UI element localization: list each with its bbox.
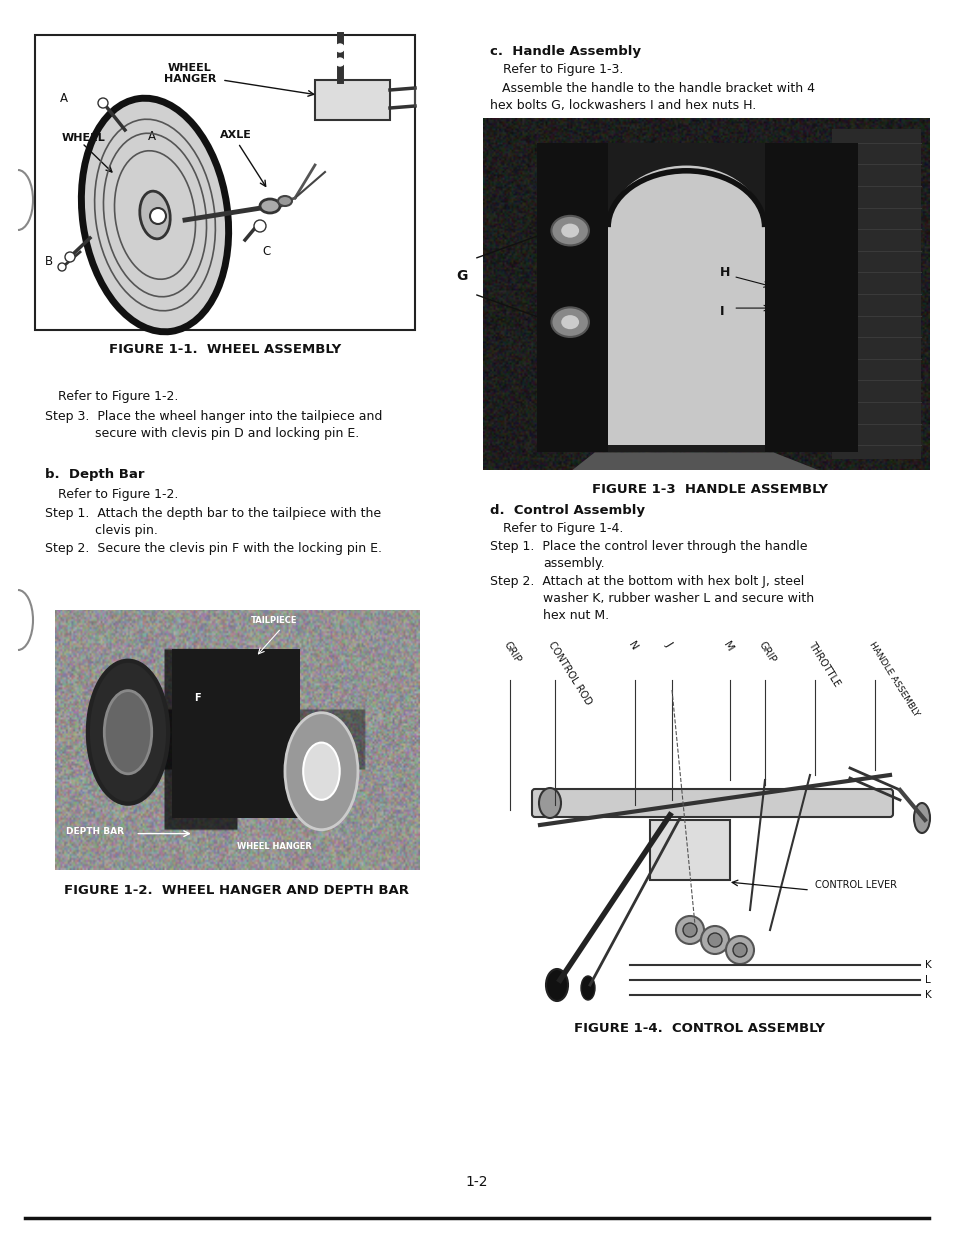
Circle shape [560, 315, 578, 329]
Text: J: J [663, 640, 673, 648]
Text: d.  Control Assembly: d. Control Assembly [490, 503, 644, 517]
Circle shape [335, 59, 344, 66]
Text: N: N [626, 640, 639, 653]
Circle shape [700, 926, 728, 954]
Text: Refer to Figure 1-4.: Refer to Figure 1-4. [502, 522, 622, 535]
Circle shape [253, 221, 266, 232]
Text: Refer to Figure 1-2.: Refer to Figure 1-2. [58, 390, 178, 402]
Circle shape [682, 923, 697, 937]
Text: TAILPIECE: TAILPIECE [251, 616, 297, 625]
Text: Step 3.  Place the wheel hanger into the tailpiece and: Step 3. Place the wheel hanger into the … [45, 410, 382, 422]
Text: DEPTH BAR: DEPTH BAR [66, 826, 124, 836]
Text: C: C [262, 245, 270, 258]
Text: K: K [924, 991, 931, 1001]
Circle shape [65, 252, 75, 262]
Text: GRIP: GRIP [501, 640, 522, 665]
Ellipse shape [303, 743, 339, 800]
Text: I: I [720, 305, 723, 318]
Bar [537, 142, 858, 452]
Text: AXLE: AXLE [220, 130, 252, 140]
Bar [172, 649, 299, 819]
Text: c.  Handle Assembly: c. Handle Assembly [490, 45, 640, 59]
Text: G: G [456, 269, 467, 283]
Text: H: H [720, 267, 729, 279]
Text: secure with clevis pin D and locking pin E.: secure with clevis pin D and locking pin… [95, 427, 359, 440]
Circle shape [551, 216, 588, 245]
Text: hex nut M.: hex nut M. [542, 609, 608, 622]
Text: b.  Depth Bar: b. Depth Bar [45, 468, 144, 481]
Text: Assemble the handle to the handle bracket with 4: Assemble the handle to the handle bracke… [490, 82, 814, 95]
Circle shape [732, 943, 746, 957]
Circle shape [551, 308, 588, 336]
Ellipse shape [285, 713, 357, 830]
Ellipse shape [88, 660, 168, 804]
Text: E: E [132, 738, 138, 748]
Text: Step 1.  Attach the depth bar to the tailpiece with the: Step 1. Attach the depth bar to the tail… [45, 507, 381, 520]
Ellipse shape [140, 191, 170, 239]
Circle shape [560, 223, 578, 238]
Bar [763, 142, 858, 452]
Text: B: B [45, 255, 53, 268]
Circle shape [58, 263, 66, 270]
Text: Step 2.  Attach at the bottom with hex bolt J, steel: Step 2. Attach at the bottom with hex bo… [490, 574, 803, 588]
Text: assembly.: assembly. [542, 557, 604, 569]
Bar [35, 35, 415, 330]
Ellipse shape [260, 199, 280, 213]
Ellipse shape [81, 98, 229, 331]
Ellipse shape [277, 196, 292, 206]
Text: Refer to Figure 1-2.: Refer to Figure 1-2. [58, 488, 178, 501]
Text: FIGURE 1-2.  WHEEL HANGER AND DEPTH BAR: FIGURE 1-2. WHEEL HANGER AND DEPTH BAR [65, 883, 409, 897]
Text: THROTTLE: THROTTLE [805, 640, 841, 689]
Text: M: M [720, 640, 735, 653]
Ellipse shape [580, 976, 595, 1001]
Text: hex bolts G, lockwashers I and hex nuts H.: hex bolts G, lockwashers I and hex nuts … [490, 98, 756, 112]
Ellipse shape [104, 690, 152, 774]
Circle shape [150, 208, 166, 224]
Circle shape [676, 916, 703, 944]
Circle shape [335, 44, 344, 52]
Circle shape [725, 936, 753, 964]
Text: Refer to Figure 1-3.: Refer to Figure 1-3. [502, 64, 622, 76]
Text: clevis pin.: clevis pin. [95, 525, 157, 537]
Bar [314, 80, 390, 120]
Wedge shape [607, 166, 763, 227]
Text: WHEEL HANGER: WHEEL HANGER [237, 842, 312, 851]
Text: HANGER: HANGER [164, 74, 216, 83]
Text: K: K [924, 959, 931, 969]
Text: CONTROL LEVER: CONTROL LEVER [814, 880, 896, 890]
Polygon shape [572, 452, 818, 470]
Ellipse shape [913, 802, 929, 834]
FancyBboxPatch shape [532, 789, 892, 817]
Circle shape [707, 933, 721, 947]
Text: washer K, rubber washer L and secure with: washer K, rubber washer L and secure wit… [542, 592, 813, 606]
Circle shape [98, 98, 108, 108]
Bar [831, 128, 920, 460]
Text: FIGURE 1-1.  WHEEL ASSEMBLY: FIGURE 1-1. WHEEL ASSEMBLY [109, 343, 341, 356]
Text: FIGURE 1-3  HANDLE ASSEMBLY: FIGURE 1-3 HANDLE ASSEMBLY [592, 483, 827, 496]
Text: L: L [924, 976, 930, 986]
Text: HANDLE ASSEMBLY: HANDLE ASSEMBLY [866, 640, 920, 718]
Text: 1-2: 1-2 [465, 1175, 488, 1189]
Text: A: A [148, 130, 156, 143]
Text: F: F [193, 693, 200, 703]
Text: Step 2.  Secure the clevis pin F with the locking pin E.: Step 2. Secure the clevis pin F with the… [45, 542, 381, 554]
Bar [607, 227, 763, 445]
Text: Step 1.  Place the control lever through the handle: Step 1. Place the control lever through … [490, 540, 806, 553]
Bar [649, 820, 729, 880]
Text: A: A [60, 92, 68, 105]
Text: WHEEL: WHEEL [62, 133, 106, 143]
Bar [537, 142, 607, 452]
Text: WHEEL: WHEEL [168, 64, 212, 74]
Ellipse shape [538, 787, 560, 819]
Text: FIGURE 1-4.  CONTROL ASSEMBLY: FIGURE 1-4. CONTROL ASSEMBLY [574, 1022, 824, 1035]
Text: CONTROL ROD: CONTROL ROD [546, 640, 593, 706]
Ellipse shape [545, 969, 567, 1001]
Text: GRIP: GRIP [756, 640, 777, 665]
